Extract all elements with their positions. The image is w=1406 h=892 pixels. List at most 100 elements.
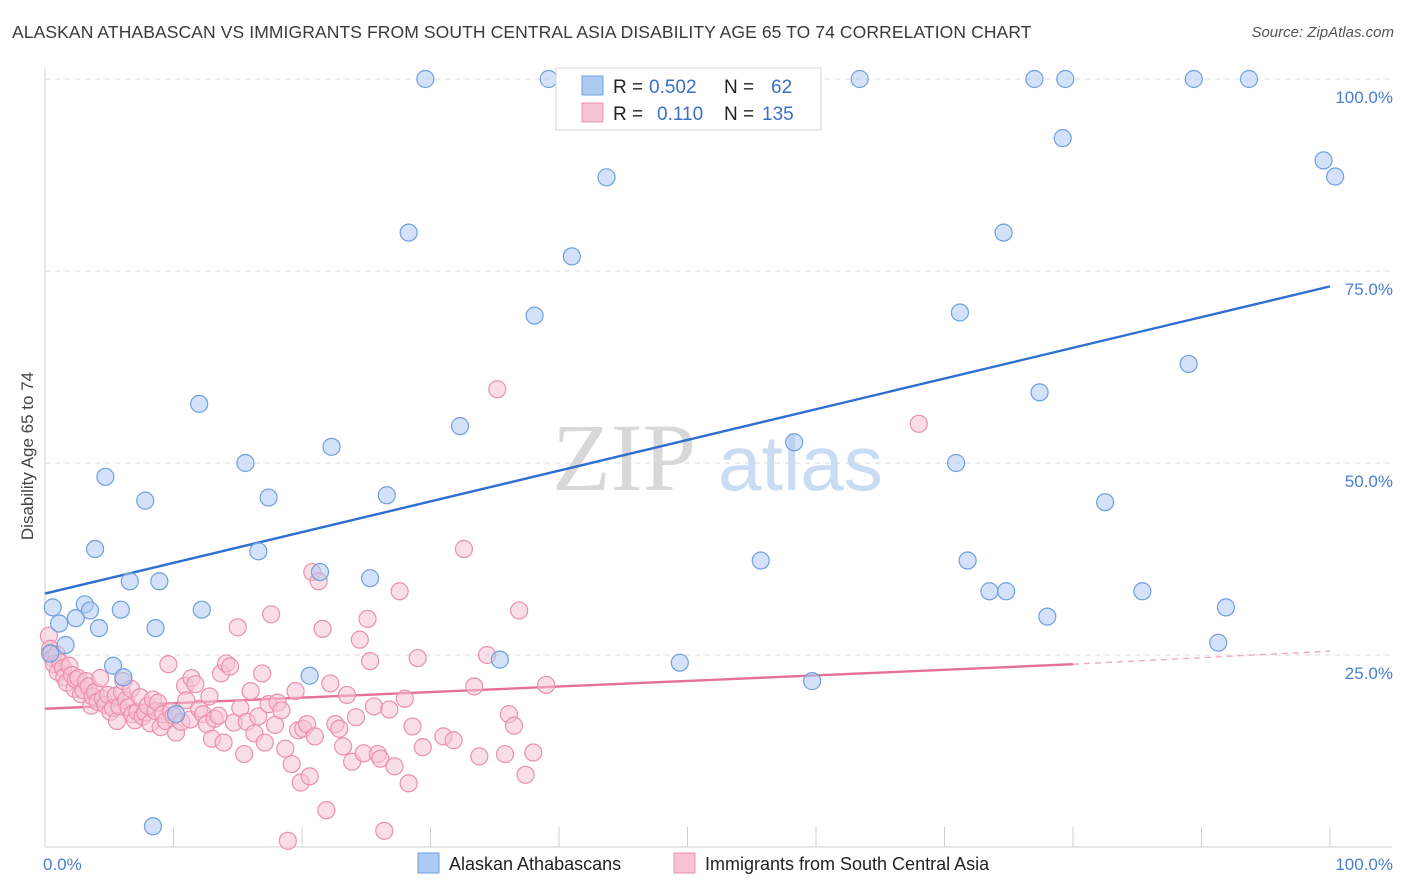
blue-point-23 [259, 488, 278, 507]
blue-point-6 [80, 601, 100, 620]
pink-point-128 [465, 677, 484, 696]
pink-point-72 [220, 657, 240, 676]
blue-point-31 [450, 417, 470, 436]
pink-point-90 [282, 754, 301, 774]
blue-point-46 [994, 223, 1013, 242]
series-legend: Alaskan Athabascans Immigrants from Sout… [417, 852, 990, 874]
pink-point-124 [413, 738, 432, 757]
tick-labels: 25.0% 50.0% 75.0% 100.0% 0.0% 100.0% [43, 88, 1393, 874]
pink-point-84 [262, 605, 281, 624]
blue-point-22 [249, 542, 268, 561]
pink-point-113 [364, 697, 384, 716]
blue-point-45 [980, 582, 999, 601]
blue-point-47 [997, 582, 1016, 601]
pink-point-135 [510, 601, 529, 620]
blue-point-58 [1216, 598, 1236, 617]
pink-point-80 [249, 707, 268, 726]
blue-point-53 [1096, 493, 1115, 512]
legend-r-value-1: 0.502 [649, 77, 697, 98]
pink-point-117 [380, 700, 399, 719]
pink-point-58 [177, 691, 196, 710]
blue-point-2 [56, 635, 75, 655]
pink-point-137 [524, 743, 543, 762]
y-tick-label-3: 100.0% [1335, 88, 1393, 107]
blue-point-60 [1314, 151, 1333, 170]
blue-point-36 [597, 168, 616, 187]
pink-point-111 [358, 609, 377, 629]
blue-point-35 [562, 247, 581, 266]
pink-point-131 [488, 380, 507, 399]
pink-point-118 [385, 757, 404, 776]
blue-point-19 [190, 394, 209, 413]
series-legend-swatch-pink [673, 852, 696, 874]
blue-point-1 [50, 614, 69, 633]
blue-trend-line [44, 285, 1331, 595]
blue-point-18 [166, 705, 186, 724]
blue-point-50 [1038, 607, 1057, 626]
blue-point-4 [66, 609, 85, 628]
blue-point-34 [539, 69, 558, 89]
series-legend-swatch-blue [417, 852, 440, 874]
y-axis-title: Disability Age 65 to 74 [18, 372, 37, 540]
y-tick-label-2: 75.0% [1345, 280, 1393, 299]
blue-point-27 [361, 569, 380, 588]
blue-point-37 [670, 653, 689, 672]
pink-point-136 [516, 765, 535, 784]
legend-r-label-1: R = [613, 77, 643, 98]
legend-n-value-1: 62 [771, 77, 792, 98]
pink-point-126 [444, 731, 463, 750]
pink-point-106 [337, 685, 357, 705]
legend-swatch-pink [581, 102, 604, 123]
pink-point-65 [200, 687, 219, 706]
blue-point-38 [751, 551, 770, 570]
pink-point-138 [537, 675, 556, 695]
legend-swatch-blue [581, 75, 604, 96]
watermark-zip: ZIP [552, 404, 696, 511]
x-tick-label-0: 0.0% [43, 855, 82, 874]
pink-point-82 [255, 733, 274, 752]
blue-point-54 [1133, 582, 1152, 601]
blue-point-61 [1326, 167, 1345, 186]
blue-point-11 [111, 600, 130, 619]
pink-point-112 [361, 652, 380, 671]
blue-point-42 [946, 453, 966, 473]
pink-point-102 [321, 674, 340, 693]
pink-point-132 [495, 744, 515, 764]
blue-point-20 [192, 600, 211, 619]
pink-point-123 [408, 648, 427, 668]
pink-point-119 [390, 582, 409, 601]
pink-point-98 [305, 727, 324, 746]
blue-point-14 [136, 491, 155, 510]
series-legend-label-pink: Immigrants from South Central Asia [705, 854, 990, 874]
pink-point-134 [504, 716, 524, 735]
pink-point-129 [470, 747, 489, 766]
axes [44, 68, 1392, 848]
pink-point-108 [346, 708, 366, 727]
legend-n-label-1: N = [724, 77, 754, 98]
legend-r-value-2: 0.110 [657, 104, 703, 125]
blue-point-26 [322, 437, 341, 456]
blue-point-15 [146, 619, 165, 638]
pink-point-68 [209, 706, 228, 725]
pink-point-24 [91, 668, 110, 688]
blue-point-9 [96, 467, 115, 486]
pink-point-61 [186, 675, 205, 694]
pink-point-89 [278, 831, 297, 850]
pink-point-74 [228, 618, 247, 637]
blue-point-57 [1209, 633, 1228, 652]
pink-point-76 [235, 744, 254, 764]
data-points [39, 69, 1345, 850]
blue-point-28 [377, 486, 396, 505]
blue-point-8 [86, 539, 105, 559]
pink-point-109 [350, 630, 369, 649]
blue-point-33 [525, 306, 544, 325]
pink-point-101 [317, 801, 336, 820]
series-legend-label-blue: Alaskan Athabascans [449, 854, 621, 874]
pink-point-96 [300, 767, 319, 786]
blue-point-0 [43, 598, 62, 617]
pink-point-100 [313, 619, 332, 638]
blue-point-48 [1025, 69, 1044, 89]
blue-point-17 [143, 817, 163, 836]
blue-point-51 [1053, 129, 1072, 148]
pink-point-52 [159, 655, 178, 674]
